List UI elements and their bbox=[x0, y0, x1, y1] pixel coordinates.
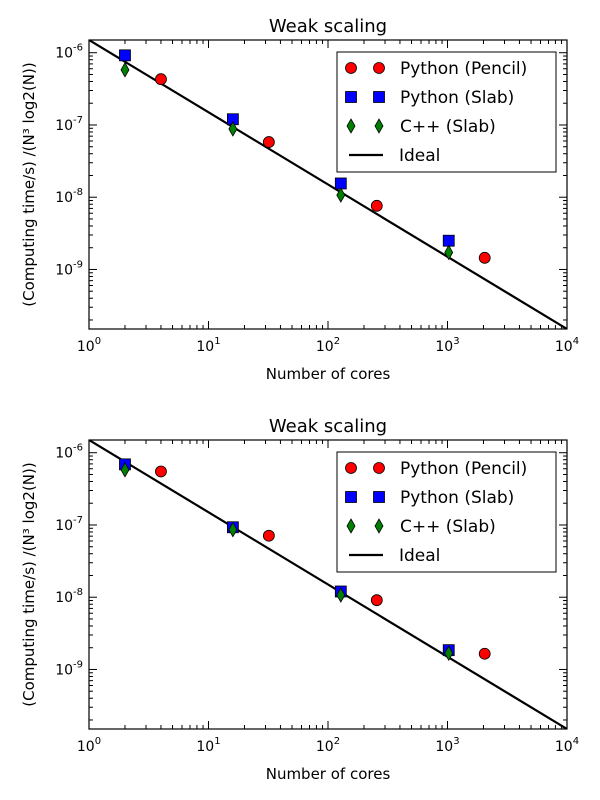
y-tick-label: 10-8 bbox=[55, 187, 83, 206]
legend-swatch-diamond bbox=[346, 118, 356, 134]
x-axis: 100 101 102 103 104 bbox=[77, 40, 579, 355]
plot-area bbox=[89, 40, 567, 329]
y-tick-label: 10-6 bbox=[55, 443, 83, 462]
y-tick-label: 10-9 bbox=[55, 659, 83, 678]
data-point-cpp bbox=[228, 121, 238, 137]
y-tick-label: 10-6 bbox=[55, 43, 83, 62]
y-tick-label: 10-9 bbox=[55, 259, 83, 278]
legend-label: Ideal bbox=[399, 146, 440, 166]
x-axis-label: Number of cores bbox=[266, 365, 391, 383]
data-point-pencil bbox=[155, 73, 167, 86]
y-axis: 10-9 10-8 10-7 10-6 bbox=[55, 443, 567, 721]
legend-box bbox=[336, 51, 557, 173]
x-tick-label: 101 bbox=[196, 336, 220, 355]
data-point-cpp bbox=[120, 462, 130, 478]
x-tick-label: 102 bbox=[316, 736, 340, 755]
legend-label: Python (Slab) bbox=[400, 88, 514, 108]
legend-swatch-diamond bbox=[374, 518, 384, 534]
legend-label: Python (Slab) bbox=[400, 488, 514, 508]
x-tick-label: 103 bbox=[435, 336, 459, 355]
data-point-slab bbox=[119, 49, 131, 62]
y-tick-label: 10-7 bbox=[55, 515, 83, 534]
plot-area bbox=[89, 440, 567, 729]
axes-frame bbox=[88, 39, 568, 330]
x-tick-label: 104 bbox=[555, 336, 579, 355]
legend-swatch-square bbox=[373, 91, 385, 103]
legend: Python (Pencil) Python (Slab) C++ (Slab) Id… bbox=[336, 51, 557, 173]
legend-swatch-circle bbox=[345, 62, 357, 74]
legend-swatch-diamond bbox=[346, 518, 356, 534]
x-tick-label: 103 bbox=[435, 736, 459, 755]
x-tick-label: 101 bbox=[196, 736, 220, 755]
data-point-pencil bbox=[370, 594, 383, 607]
legend-label: Python (Pencil) bbox=[400, 59, 527, 79]
x-tick-label: 102 bbox=[316, 336, 340, 355]
legend-label: C++ (Slab) bbox=[400, 117, 496, 137]
axes-frame bbox=[88, 439, 568, 730]
y-axis: 10-9 10-8 10-7 10-6 bbox=[55, 43, 567, 321]
chart-title: Weak scaling bbox=[269, 16, 387, 37]
legend: Python (Pencil) Python (Slab) C++ (Slab) Id… bbox=[336, 451, 557, 573]
data-point-slab bbox=[442, 234, 455, 247]
data-point-cpp bbox=[444, 645, 454, 662]
data-point-pencil bbox=[262, 529, 275, 542]
x-tick-label: 100 bbox=[77, 336, 101, 355]
data-point-pencil bbox=[478, 251, 491, 264]
legend-label: Python (Pencil) bbox=[400, 459, 527, 479]
legend-swatch-diamond bbox=[374, 118, 384, 134]
data-point-pencil bbox=[262, 136, 275, 148]
legend-swatch-circle bbox=[373, 462, 385, 474]
ideal-line bbox=[89, 440, 567, 729]
legend-swatch-square bbox=[345, 491, 357, 503]
chart-title: Weak scaling bbox=[269, 416, 387, 437]
y-tick-label: 10-7 bbox=[55, 115, 83, 134]
x-axis-label: Number of cores bbox=[266, 765, 391, 783]
data-point-cpp bbox=[336, 587, 346, 603]
x-axis: 100 101 102 103 104 bbox=[77, 440, 579, 755]
y-tick-label: 10-8 bbox=[55, 587, 83, 606]
data-point-cpp bbox=[228, 521, 238, 538]
legend-swatch-circle bbox=[373, 62, 385, 74]
legend-swatch-square bbox=[345, 91, 357, 103]
data-point-cpp bbox=[444, 244, 454, 261]
legend-label: C++ (Slab) bbox=[400, 517, 496, 537]
data-point-pencil bbox=[478, 647, 491, 660]
legend-swatch-square bbox=[373, 491, 385, 503]
x-tick-label: 100 bbox=[77, 736, 101, 755]
y-axis-label: (Computing time/s) /(N³ log2(N)) bbox=[20, 62, 38, 306]
legend-swatch-circle bbox=[345, 462, 357, 474]
ideal-line bbox=[89, 40, 567, 329]
data-point-pencil bbox=[370, 199, 383, 212]
legend-label: Ideal bbox=[399, 546, 440, 566]
data-point-cpp bbox=[336, 187, 346, 203]
data-point-pencil bbox=[155, 465, 167, 478]
legend-box bbox=[336, 451, 557, 573]
data-point-cpp bbox=[120, 62, 130, 78]
y-axis-label: (Computing time/s) /(N³ log2(N)) bbox=[20, 462, 38, 706]
x-tick-label: 104 bbox=[555, 736, 579, 755]
